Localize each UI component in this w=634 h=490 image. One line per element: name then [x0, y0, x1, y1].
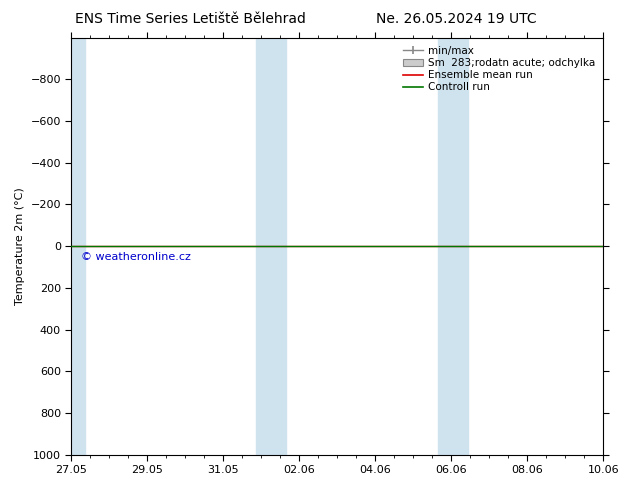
Bar	[72, 38, 85, 455]
Text: Ne. 26.05.2024 19 UTC: Ne. 26.05.2024 19 UTC	[376, 12, 537, 26]
Text: ENS Time Series Letiště Bělehrad: ENS Time Series Letiště Bělehrad	[75, 12, 306, 26]
Bar	[438, 38, 469, 455]
Legend: min/max, Sm  283;rodatn acute; odchylka, Ensemble mean run, Controll run: min/max, Sm 283;rodatn acute; odchylka, …	[399, 43, 598, 96]
Bar	[256, 38, 286, 455]
Text: © weatheronline.cz: © weatheronline.cz	[81, 252, 191, 263]
Y-axis label: Temperature 2m (°C): Temperature 2m (°C)	[15, 187, 25, 305]
